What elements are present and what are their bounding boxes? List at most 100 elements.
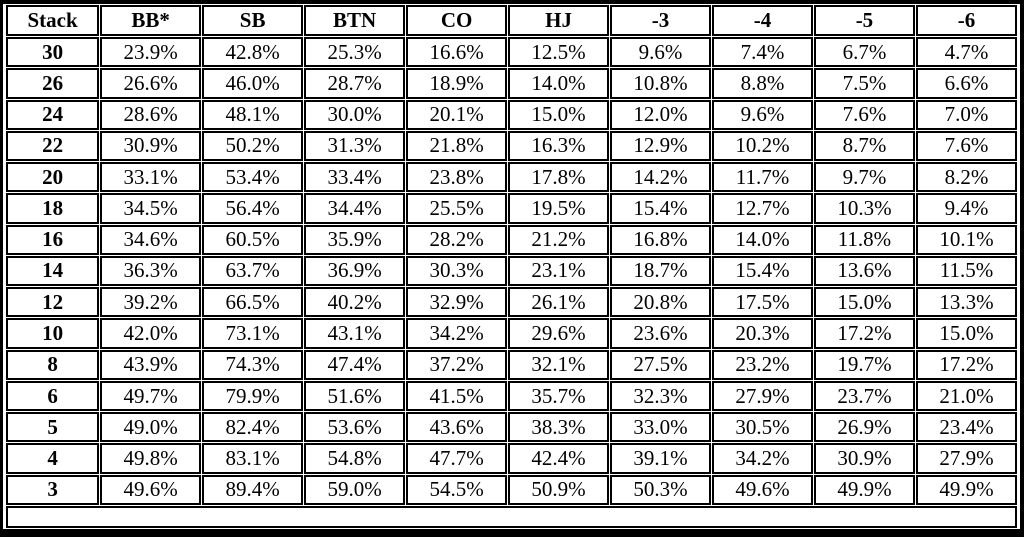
value-cell: 14.0% (711, 224, 813, 255)
value-cell: 49.0% (100, 412, 202, 443)
value-cell: 83.1% (202, 443, 304, 474)
stack-cell: 10 (6, 318, 100, 349)
table-row: 14 36.3% 63.7% 36.9% 30.3% 23.1% 18.7% 15.4% 13.… (6, 255, 1017, 287)
stack-cell: 8 (6, 349, 100, 380)
value-cell: 36.9% (304, 255, 406, 287)
value-cell: 11.5% (915, 255, 1017, 287)
value-cell: 73.1% (202, 318, 304, 349)
value-cell: 79.9% (202, 380, 304, 412)
value-cell: 33.1% (100, 162, 202, 193)
column-header-sb: SB (202, 5, 304, 36)
table-row: 24 28.6% 48.1% 30.0% 20.1% 15.0% 12.0% 9.6% 7.6%… (6, 99, 1017, 130)
value-cell: 41.5% (406, 380, 508, 412)
stack-cell: 3 (6, 474, 100, 505)
value-cell: 26.1% (508, 287, 610, 318)
value-cell: 7.5% (813, 68, 915, 99)
value-cell: 21.8% (406, 130, 508, 162)
value-cell: 34.2% (406, 318, 508, 349)
value-cell: 12.5% (508, 37, 610, 68)
column-header-bb: BB* (100, 5, 202, 36)
value-cell: 27.5% (610, 349, 711, 380)
table-row: 3 49.6% 89.4% 59.0% 54.5% 50.9% 50.3% 49.6% 49.9… (6, 474, 1017, 505)
table-row: 26 26.6% 46.0% 28.7% 18.9% 14.0% 10.8% 8.8% 7.5%… (6, 68, 1017, 99)
table-body: 30 23.9% 42.8% 25.3% 16.6% 12.5% 9.6% 7.4% 6.7% 4… (6, 37, 1017, 528)
value-cell: 10.2% (711, 130, 813, 162)
value-cell: 28.2% (406, 224, 508, 255)
value-cell: 20.1% (406, 99, 508, 130)
value-cell: 47.7% (406, 443, 508, 474)
table-container: Stack BB* SB BTN CO HJ -3 -4 -5 -6 30 23.9% 42.8% 25… (3, 4, 1020, 529)
value-cell: 23.6% (610, 318, 711, 349)
value-cell: 37.2% (406, 349, 508, 380)
value-cell: 34.2% (711, 443, 813, 474)
value-cell: 23.7% (813, 380, 915, 412)
value-cell: 15.4% (711, 255, 813, 287)
column-header-4: -4 (711, 5, 813, 36)
value-cell: 32.3% (610, 380, 711, 412)
value-cell: 17.5% (711, 287, 813, 318)
value-cell: 25.3% (304, 37, 406, 68)
value-cell: 30.5% (711, 412, 813, 443)
stack-cell: 12 (6, 287, 100, 318)
value-cell: 23.2% (711, 349, 813, 380)
value-cell: 7.6% (915, 130, 1017, 162)
value-cell: 74.3% (202, 349, 304, 380)
value-cell: 26.6% (100, 68, 202, 99)
table-row: 18 34.5% 56.4% 34.4% 25.5% 19.5% 15.4% 12.7% 10.… (6, 193, 1017, 224)
column-header-co: CO (406, 5, 508, 36)
value-cell: 21.2% (508, 224, 610, 255)
table-row: 16 34.6% 60.5% 35.9% 28.2% 21.2% 16.8% 14.0% 11.… (6, 224, 1017, 255)
value-cell: 9.4% (915, 193, 1017, 224)
empty-footer-row (6, 506, 1017, 528)
value-cell: 8.8% (711, 68, 813, 99)
header-row: Stack BB* SB BTN CO HJ -3 -4 -5 -6 (6, 5, 1017, 36)
value-cell: 8.2% (915, 162, 1017, 193)
value-cell: 63.7% (202, 255, 304, 287)
value-cell: 39.1% (610, 443, 711, 474)
value-cell: 10.1% (915, 224, 1017, 255)
table-row: 20 33.1% 53.4% 33.4% 23.8% 17.8% 14.2% 11.7% 9.7… (6, 162, 1017, 193)
stack-cell: 5 (6, 412, 100, 443)
value-cell: 36.3% (100, 255, 202, 287)
value-cell: 35.7% (508, 380, 610, 412)
value-cell: 30.0% (304, 99, 406, 130)
stack-cell: 4 (6, 443, 100, 474)
column-header-3: -3 (610, 5, 711, 36)
column-header-stack: Stack (6, 5, 100, 36)
empty-footer-cell (6, 506, 1017, 528)
column-header-hj: HJ (508, 5, 610, 36)
value-cell: 33.4% (304, 162, 406, 193)
value-cell: 9.6% (610, 37, 711, 68)
value-cell: 42.0% (100, 318, 202, 349)
value-cell: 50.9% (508, 474, 610, 505)
value-cell: 49.8% (100, 443, 202, 474)
value-cell: 9.7% (813, 162, 915, 193)
value-cell: 8.7% (813, 130, 915, 162)
column-header-5: -5 (813, 5, 915, 36)
value-cell: 56.4% (202, 193, 304, 224)
value-cell: 31.3% (304, 130, 406, 162)
column-header-btn: BTN (304, 5, 406, 36)
value-cell: 34.4% (304, 193, 406, 224)
value-cell: 18.7% (610, 255, 711, 287)
column-header-6: -6 (915, 5, 1017, 36)
value-cell: 14.0% (508, 68, 610, 99)
value-cell: 27.9% (915, 443, 1017, 474)
value-cell: 42.4% (508, 443, 610, 474)
value-cell: 35.9% (304, 224, 406, 255)
value-cell: 50.2% (202, 130, 304, 162)
value-cell: 17.8% (508, 162, 610, 193)
table-row: 30 23.9% 42.8% 25.3% 16.6% 12.5% 9.6% 7.4% 6.7% 4… (6, 37, 1017, 68)
value-cell: 15.0% (508, 99, 610, 130)
stack-cell: 24 (6, 99, 100, 130)
value-cell: 6.7% (813, 37, 915, 68)
value-cell: 53.4% (202, 162, 304, 193)
value-cell: 30.9% (813, 443, 915, 474)
value-cell: 19.7% (813, 349, 915, 380)
value-cell: 14.2% (610, 162, 711, 193)
value-cell: 23.9% (100, 37, 202, 68)
stack-cell: 18 (6, 193, 100, 224)
value-cell: 26.9% (813, 412, 915, 443)
table-row: 4 49.8% 83.1% 54.8% 47.7% 42.4% 39.1% 34.2% 30.9… (6, 443, 1017, 474)
